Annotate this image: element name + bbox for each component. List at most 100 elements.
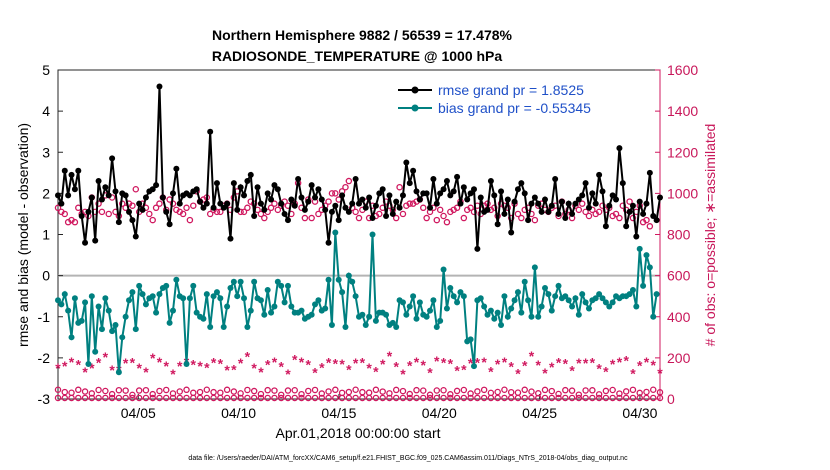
rmse-point xyxy=(136,200,143,207)
obs-possible-marker xyxy=(491,204,498,212)
obs-possible-marker xyxy=(582,208,589,216)
obs-assimilated-marker: * xyxy=(76,356,82,372)
obs-possible-marker xyxy=(507,214,515,222)
obs-assimilated-marker: * xyxy=(170,366,176,382)
rmse-point xyxy=(92,237,99,244)
rmse-point xyxy=(305,198,312,205)
obs-possible-low-marker xyxy=(528,388,535,395)
obs-possible-marker xyxy=(186,216,194,224)
bias-point xyxy=(640,282,647,289)
obs-assimilated-marker: * xyxy=(123,355,129,371)
obs-assimilated-marker: * xyxy=(421,357,427,373)
obs-zero-marker xyxy=(102,394,109,402)
obs-possible-marker xyxy=(274,206,282,214)
obs-possible-low-marker xyxy=(284,387,292,394)
bias-point xyxy=(406,303,413,310)
obs-assimilated-marker: * xyxy=(292,352,298,368)
bias-point xyxy=(514,289,521,296)
bias-point xyxy=(596,291,603,298)
obs-assimilated-marker: * xyxy=(522,358,528,374)
rmse-point xyxy=(525,217,532,224)
obs-assimilated-marker: * xyxy=(536,357,542,373)
legend-rmse-marker xyxy=(411,86,419,94)
rmse-point xyxy=(646,169,653,176)
bias-point xyxy=(247,307,254,314)
obs-possible-low-marker xyxy=(420,387,427,394)
obs-zero-marker xyxy=(447,394,454,402)
obs-possible-low-marker xyxy=(582,387,589,394)
bias-point xyxy=(501,293,508,300)
rmse-point xyxy=(109,155,116,162)
rmse-point xyxy=(379,186,386,193)
obs-zero-marker xyxy=(291,394,298,402)
footnote: data file: /Users/raeder/DAI/ATM_forcXX/… xyxy=(188,455,628,462)
rmse-point xyxy=(501,210,508,217)
obs-possible-low-marker xyxy=(589,387,596,394)
obs-zero-marker xyxy=(487,394,495,402)
y-tick-label-left: 3 xyxy=(42,144,50,160)
obs-possible-low-marker xyxy=(487,389,495,397)
obs-assimilated-marker: * xyxy=(407,358,413,374)
obs-zero-marker xyxy=(61,394,69,402)
rmse-point xyxy=(220,204,227,211)
bias-point xyxy=(129,289,136,296)
rmse-point xyxy=(247,171,254,178)
obs-assimilated-marker: * xyxy=(333,355,339,371)
rmse-point xyxy=(430,175,437,182)
obs-zero-marker xyxy=(649,394,657,402)
obs-zero-marker xyxy=(548,394,556,402)
obs-possible-low-marker xyxy=(629,386,637,394)
bias-point xyxy=(511,297,518,304)
obs-possible-low-marker xyxy=(359,388,366,396)
rmse-point xyxy=(295,175,302,182)
bias-point xyxy=(538,303,545,310)
rmse-point xyxy=(575,196,582,203)
obs-possible-low-marker xyxy=(196,388,204,396)
rmse-point xyxy=(416,196,423,203)
obs-possible-marker xyxy=(467,204,474,212)
obs-possible-low-marker xyxy=(190,389,197,397)
rmse-point xyxy=(65,192,72,199)
bias-point xyxy=(494,309,501,316)
obs-possible-marker xyxy=(267,204,275,212)
obs-possible-marker xyxy=(271,200,278,207)
legend-rmse-label: rmse grand pr = 1.8525 xyxy=(438,82,584,98)
obs-possible-low-marker xyxy=(453,387,461,395)
rmse-point xyxy=(68,171,75,178)
y-tick-label-left: 2 xyxy=(42,185,50,201)
obs-zero-marker xyxy=(54,394,62,402)
rmse-point xyxy=(105,192,112,199)
obs-zero-marker xyxy=(568,394,576,402)
obs-possible-low-marker xyxy=(433,387,441,394)
obs-possible-low-marker xyxy=(102,387,109,395)
obs-possible-low-marker xyxy=(250,387,258,395)
bias-point xyxy=(339,289,346,296)
rmse-point xyxy=(589,190,596,197)
rmse-point xyxy=(599,188,606,195)
bias-point xyxy=(95,303,102,310)
obs-assimilated-marker: * xyxy=(204,360,210,376)
rmse-point xyxy=(318,196,325,203)
rmse-point xyxy=(234,206,241,213)
obs-zero-marker xyxy=(440,394,447,402)
rmse-point xyxy=(467,190,474,197)
obs-assimilated-marker: * xyxy=(62,358,68,374)
rmse-point xyxy=(132,233,139,240)
rmse-point xyxy=(657,194,663,201)
bias-point xyxy=(105,307,112,314)
bias-point xyxy=(88,293,95,300)
obs-zero-marker xyxy=(223,394,231,402)
obs-possible-low-marker xyxy=(156,387,163,395)
obs-zero-marker xyxy=(494,394,501,402)
bias-point xyxy=(437,317,444,324)
obs-zero-marker xyxy=(420,394,427,402)
obs-possible-marker xyxy=(98,208,106,216)
bias-point xyxy=(180,295,187,302)
obs-possible-marker xyxy=(616,214,623,222)
bias-point xyxy=(599,295,606,302)
y-tick-label-left: 0 xyxy=(42,268,50,284)
obs-possible-low-marker xyxy=(277,391,285,399)
rmse-point xyxy=(619,180,626,187)
bias-point xyxy=(122,313,129,320)
rmse-point xyxy=(508,229,515,236)
